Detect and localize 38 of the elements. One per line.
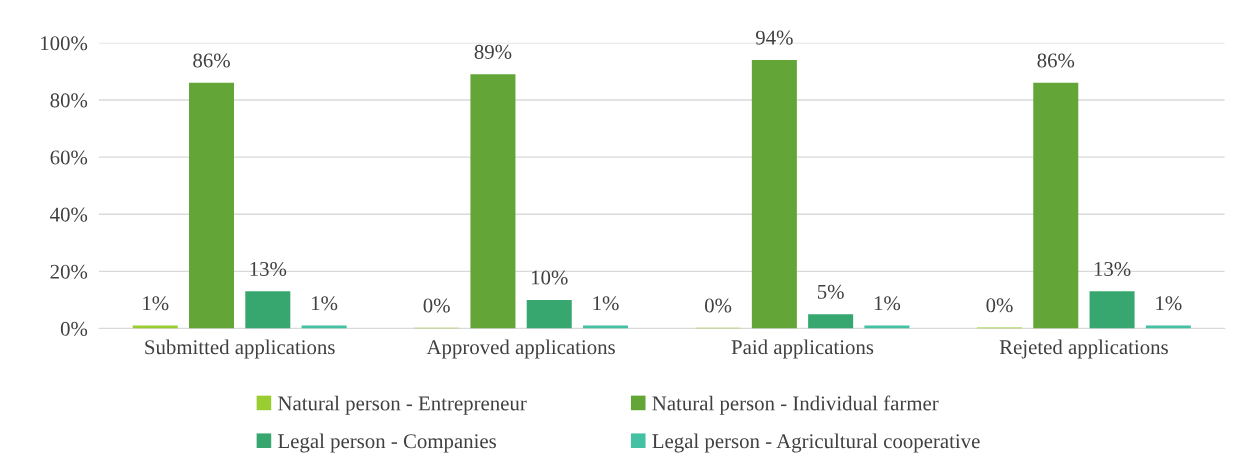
data-label: 13% xyxy=(1094,261,1131,277)
data-label: 86% xyxy=(193,53,230,68)
x-tick-label: Rejeted applications xyxy=(999,339,1168,359)
data-label: 10% xyxy=(531,270,568,285)
y-tick-label: 60% xyxy=(50,150,88,165)
y-tick-label: 0% xyxy=(60,321,88,336)
legend-label: Natural person - Individual farmer xyxy=(652,395,939,415)
data-label: 13% xyxy=(250,261,287,277)
data-label: 1% xyxy=(312,296,338,311)
bar xyxy=(1089,291,1135,329)
data-label: 5% xyxy=(817,284,844,299)
bar xyxy=(245,291,291,329)
x-tick-label: Approved applications xyxy=(426,339,615,359)
data-label: 0% xyxy=(423,298,450,313)
y-tick-label: 40% xyxy=(50,207,88,222)
data-label: 89% xyxy=(474,44,512,59)
bar xyxy=(470,74,516,329)
data-label: 1% xyxy=(143,296,169,311)
data-label: 0% xyxy=(704,298,732,313)
data-label: 0% xyxy=(986,298,1013,313)
data-label: 86% xyxy=(1037,53,1075,68)
y-tick-label: 20% xyxy=(50,264,88,279)
legend-label: Natural person - Entrepreneur xyxy=(278,395,527,415)
bar xyxy=(526,299,572,329)
data-label: 94% xyxy=(755,30,793,45)
bar xyxy=(189,82,235,329)
y-tick-label: 80% xyxy=(50,93,88,108)
data-label: 1% xyxy=(593,296,619,311)
y-tick-label: 100% xyxy=(41,36,88,51)
bar xyxy=(1033,82,1079,329)
data-label: 1% xyxy=(1156,296,1182,311)
bar xyxy=(751,59,797,329)
data-label: 1% xyxy=(874,296,901,311)
legend-label: Legal person - Agricultural cooperative xyxy=(652,433,980,453)
bar xyxy=(808,314,854,329)
legend-label: Legal person - Companies xyxy=(278,433,496,453)
x-tick-label: Paid applications xyxy=(731,339,874,359)
x-tick-label: Submitted applications xyxy=(145,339,335,359)
